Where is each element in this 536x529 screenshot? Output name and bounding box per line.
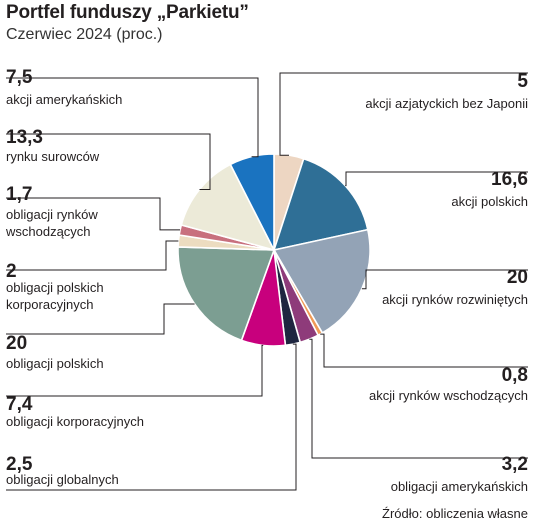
slice-value-label: 0,8	[502, 365, 528, 386]
slice-value-label: 2	[6, 261, 17, 282]
slice-value-label: 13,3	[6, 127, 43, 148]
leader-line	[361, 269, 528, 290]
leader-line	[6, 77, 259, 158]
slice-value-label: 2,5	[6, 454, 33, 475]
leader-line	[6, 197, 181, 231]
slice-value-label: 7,4	[6, 394, 33, 415]
pie-slice	[180, 163, 276, 252]
slice-category-label: obligacji polskich	[6, 356, 104, 371]
slice-value-label: 7,5	[6, 67, 33, 88]
leader-line	[6, 343, 297, 491]
pie-slice	[229, 153, 275, 251]
slice-category-label: rynku surowców	[6, 149, 100, 164]
slice-category-label: obligacji korporacyjnych	[6, 414, 144, 429]
pie-slice	[177, 246, 276, 342]
leader-line	[345, 171, 528, 187]
slice-category-label: obligacji polskich	[6, 280, 104, 295]
source-note: Źródło: obliczenia własne	[382, 506, 528, 521]
slice-category-label: obligacji rynków	[6, 207, 98, 222]
slice-value-label: 5	[517, 71, 528, 92]
slice-value-label: 3,2	[502, 454, 528, 475]
leader-line	[309, 338, 528, 459]
slice-category-label: obligacji amerykańskich	[391, 479, 528, 494]
slice-category-label: akcji azjatyckich bez Japonii	[365, 96, 528, 111]
chart-subtitle: Czerwiec 2024 (proc.)	[6, 26, 163, 43]
slice-category-label: akcji polskich	[451, 194, 528, 209]
slice-category-label: obligacji globalnych	[6, 472, 119, 487]
leader-line	[6, 240, 179, 271]
pie-slice	[272, 157, 369, 252]
slice-value-label: 20	[6, 333, 27, 354]
leader-line	[320, 333, 528, 368]
slice-category-label: akcji rynków wschodzących	[369, 388, 528, 403]
slice-category-label: korporacyjnych	[6, 297, 93, 312]
slice-value-label: 16,6	[491, 169, 528, 190]
slice-value-label: 20	[507, 267, 528, 288]
leader-line	[6, 303, 195, 335]
pie-slice	[272, 228, 371, 335]
slice-category-label: akcji rynków rozwiniętych	[382, 292, 528, 307]
chart-title: Portfel funduszy „Parkietu”	[6, 2, 249, 23]
slice-value-label: 1,7	[6, 184, 32, 205]
leader-line	[6, 133, 211, 190]
slice-category-label: wschodzących	[5, 224, 91, 239]
slice-category-label: akcji amerykańskich	[6, 92, 122, 107]
leader-line	[6, 344, 264, 397]
leader-line	[279, 72, 528, 156]
